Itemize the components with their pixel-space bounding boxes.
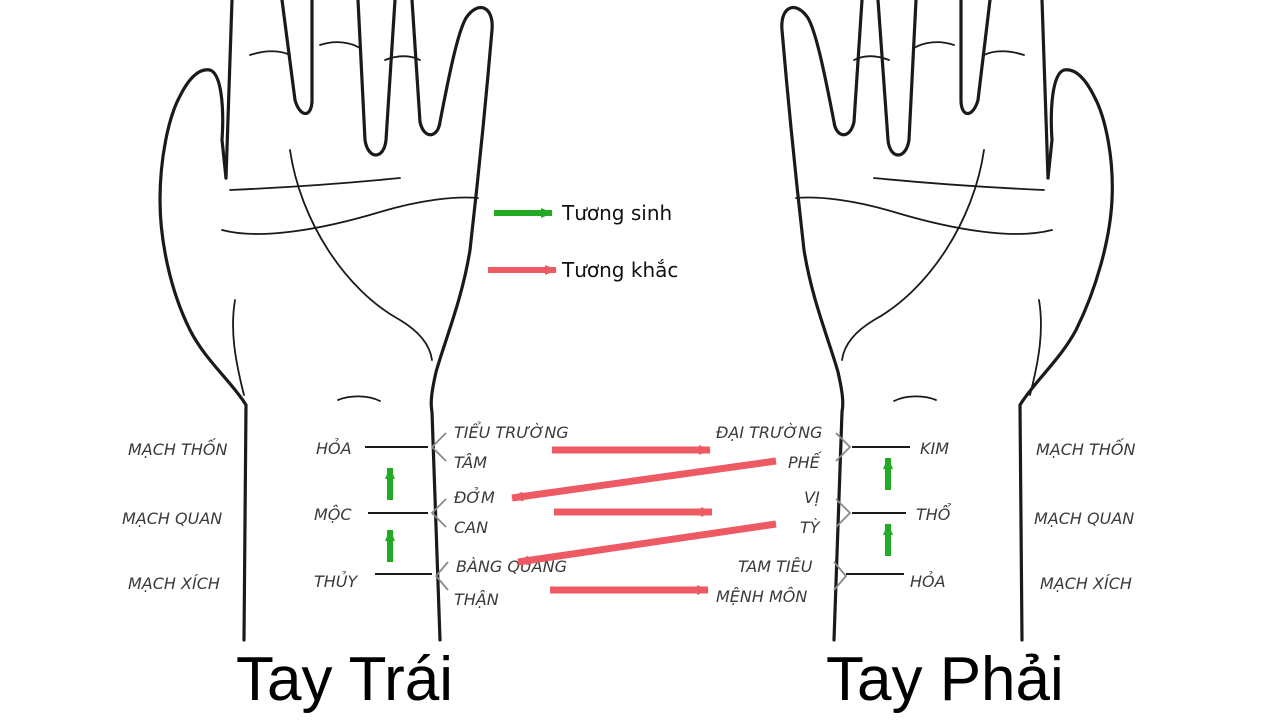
left-organ-than: THẬN — [454, 590, 499, 609]
right-organ-tam-tieu: TAM TIÊU — [738, 557, 813, 576]
legend-khac-label: Tương khắc — [561, 258, 678, 282]
legend-sinh-label: Tương sinh — [561, 201, 672, 225]
left-organ-can: CAN — [454, 518, 488, 537]
left-organ-dom: ĐỞM — [454, 487, 495, 507]
left-hand-title: Tay Trái — [236, 645, 453, 714]
right-position-thon: MẠCH THỐN — [1036, 438, 1135, 459]
right-pulse-labels: ĐẠI TRƯỜNG PHẾ VỊ TỲ TAM TIÊU MỆNH MÔN K… — [716, 423, 1135, 606]
left-position-quan: MẠCH QUAN — [122, 509, 222, 528]
left-position-thon: MẠCH THỐN — [128, 438, 227, 459]
khac-arrow-phe-to-dom — [511, 457, 777, 502]
left-organ-tieu-truong: TIỂU TRƯỜNG — [454, 421, 569, 442]
right-organ-menh-mon: MỆNH MÔN — [716, 587, 807, 606]
right-element-tho: THỔ — [916, 503, 952, 524]
left-element-hoa: HỎA — [316, 438, 352, 458]
right-organ-phe: PHẾ — [788, 451, 823, 472]
right-organ-dai-truong: ĐẠI TRƯỜNG — [716, 423, 822, 442]
left-position-xich: MẠCH XÍCH — [128, 574, 220, 593]
right-bracket-thon — [835, 432, 852, 462]
right-organ-ty: TỲ — [800, 518, 821, 537]
left-pulse-labels: MẠCH THỐN MẠCH QUAN MẠCH XÍCH HỎA MỘC TH… — [122, 421, 569, 609]
right-position-quan: MẠCH QUAN — [1034, 509, 1134, 528]
left-bracket-quan — [430, 498, 447, 528]
right-hand-title: Tay Phải — [826, 645, 1064, 714]
left-element-thuy: THỦY — [314, 571, 359, 591]
left-element-moc: MỘC — [314, 505, 352, 524]
left-bracket-thon — [430, 432, 447, 462]
right-bracket-quan — [835, 498, 852, 528]
legend: Tương sinh Tương khắc — [488, 201, 678, 282]
khac-arrow-ty-to-bang-quang — [517, 520, 777, 566]
left-hand-illustration — [158, 0, 494, 642]
right-bracket-xich — [833, 561, 848, 591]
left-bracket-xich — [434, 561, 449, 591]
left-organ-tam: TÂM — [454, 453, 487, 472]
right-position-xich: MẠCH XÍCH — [1040, 574, 1132, 593]
right-element-hoa: HỎA — [910, 571, 946, 591]
right-hand-illustration — [780, 0, 1114, 642]
right-organ-vi: VỊ — [804, 488, 820, 507]
right-element-kim: KIM — [920, 439, 949, 458]
khac-arrows — [511, 445, 777, 595]
